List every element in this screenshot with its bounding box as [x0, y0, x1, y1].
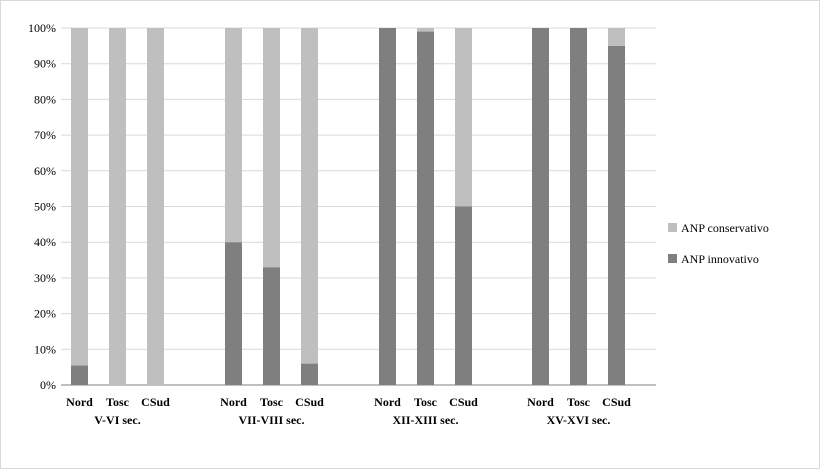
group-label: VII-VIII sec.	[239, 413, 305, 427]
bar-anp-conservativo	[455, 28, 472, 207]
bar-anp-innovativo	[570, 28, 587, 385]
category-label: Tosc	[260, 395, 284, 409]
bar-anp-conservativo	[147, 28, 164, 385]
category-label: Tosc	[106, 395, 130, 409]
y-tick-label: 20%	[34, 307, 56, 321]
bar-anp-conservativo	[417, 28, 434, 32]
category-label: Nord	[374, 395, 401, 409]
category-label: CSud	[449, 395, 478, 409]
bar-anp-innovativo	[301, 363, 318, 385]
category-label: Tosc	[567, 395, 591, 409]
category-label: CSud	[141, 395, 170, 409]
category-label: Nord	[527, 395, 554, 409]
y-tick-label: 80%	[34, 92, 56, 106]
category-label: Nord	[66, 395, 93, 409]
bar-anp-conservativo	[109, 28, 126, 385]
bar-anp-innovativo	[417, 31, 434, 385]
category-label: Tosc	[414, 395, 438, 409]
y-tick-label: 70%	[34, 128, 56, 142]
y-tick-label: 30%	[34, 271, 56, 285]
bar-anp-conservativo	[608, 28, 625, 46]
bar-anp-innovativo	[532, 28, 549, 385]
bar-anp-conservativo	[71, 28, 88, 366]
y-tick-label: 10%	[34, 342, 56, 356]
y-tick-label: 0%	[40, 378, 56, 392]
bar-anp-innovativo	[71, 365, 88, 385]
legend-label: ANP innovativo	[681, 252, 759, 266]
bar-anp-conservativo	[225, 28, 242, 243]
y-tick-label: 50%	[34, 200, 56, 214]
legend-label: ANP conservativo	[681, 221, 769, 235]
y-tick-label: 60%	[34, 164, 56, 178]
category-label: Nord	[220, 395, 247, 409]
bar-anp-conservativo	[301, 28, 318, 364]
y-tick-label: 40%	[34, 235, 56, 249]
group-label: XV-XVI sec.	[547, 413, 611, 427]
bar-anp-innovativo	[455, 206, 472, 385]
bar-anp-innovativo	[379, 28, 396, 385]
bar-anp-innovativo	[225, 242, 242, 385]
legend-swatch	[668, 254, 677, 263]
bar-anp-conservativo	[263, 28, 280, 268]
y-tick-label: 100%	[28, 21, 56, 35]
bar-anp-innovativo	[263, 267, 280, 385]
bar-anp-innovativo	[608, 45, 625, 385]
legend-swatch	[668, 223, 677, 232]
category-label: CSud	[602, 395, 631, 409]
category-label: CSud	[295, 395, 324, 409]
group-label: XII-XIII sec.	[393, 413, 459, 427]
y-tick-label: 90%	[34, 57, 56, 71]
group-label: V-VI sec.	[94, 413, 140, 427]
